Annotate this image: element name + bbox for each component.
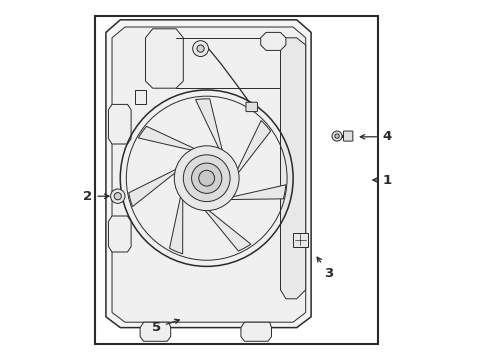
Polygon shape: [241, 322, 271, 341]
Circle shape: [191, 163, 222, 193]
FancyBboxPatch shape: [245, 102, 257, 112]
Text: 1: 1: [372, 174, 390, 186]
Text: 4: 4: [360, 130, 390, 143]
Circle shape: [183, 155, 230, 202]
Polygon shape: [260, 32, 285, 50]
Bar: [292, 233, 307, 247]
Polygon shape: [236, 121, 270, 174]
Circle shape: [199, 170, 214, 186]
Polygon shape: [203, 209, 250, 251]
Circle shape: [331, 131, 342, 141]
Polygon shape: [169, 195, 183, 254]
Circle shape: [110, 189, 125, 203]
Circle shape: [114, 193, 121, 200]
Polygon shape: [134, 90, 145, 104]
Circle shape: [197, 45, 204, 52]
Circle shape: [192, 41, 208, 57]
Polygon shape: [280, 38, 305, 299]
Polygon shape: [106, 20, 310, 328]
Text: 3: 3: [317, 257, 333, 280]
Bar: [95, 16, 377, 344]
Polygon shape: [108, 104, 131, 144]
Circle shape: [334, 134, 339, 138]
Polygon shape: [128, 168, 177, 207]
Circle shape: [174, 146, 239, 211]
Polygon shape: [138, 126, 196, 150]
Polygon shape: [145, 29, 183, 88]
Polygon shape: [112, 27, 305, 322]
Text: 5: 5: [151, 319, 179, 334]
FancyBboxPatch shape: [343, 131, 352, 141]
Polygon shape: [140, 322, 170, 341]
Polygon shape: [108, 216, 131, 252]
Polygon shape: [228, 185, 285, 199]
Text: 2: 2: [83, 190, 109, 203]
Polygon shape: [195, 99, 222, 152]
